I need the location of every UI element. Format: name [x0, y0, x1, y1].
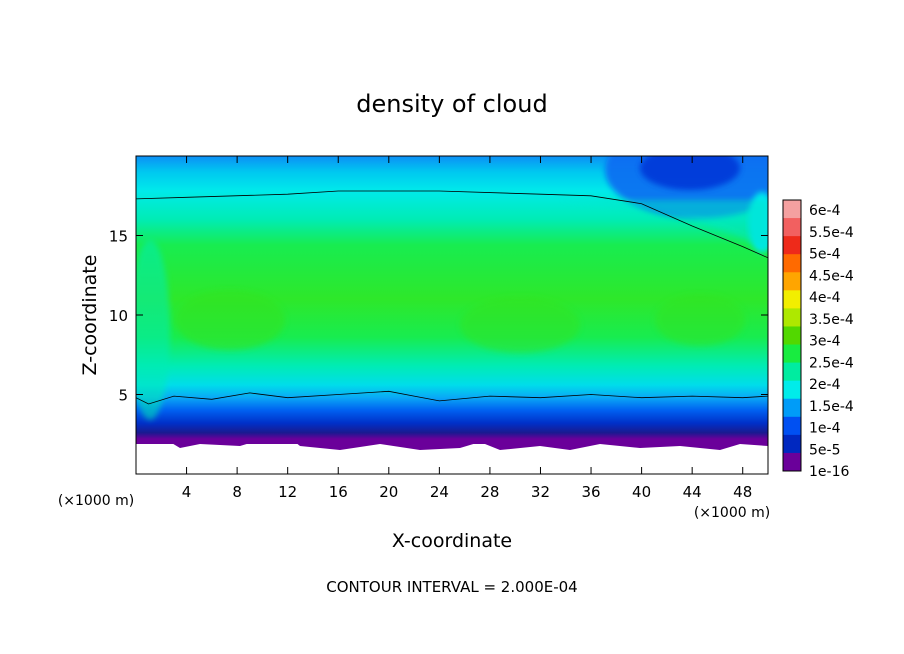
core-patch-right: [655, 294, 745, 346]
colorbar-swatch: [783, 290, 801, 309]
colorbar-label: 4.5e-4: [809, 268, 854, 284]
x-tick-label: 32: [531, 483, 550, 501]
core-patch-middle: [460, 297, 580, 353]
x-axis-label: X-coordinate: [392, 530, 512, 552]
colorbar-label: 4e-4: [809, 290, 841, 306]
plot-area: [136, 156, 768, 474]
y-axis: 5 10 15: [109, 228, 768, 405]
upper-right-core-region: [640, 156, 740, 190]
x-unit-label: (×1000 m): [694, 505, 770, 521]
colorbar-label: 5.5e-4: [809, 225, 854, 241]
colorbar-swatch: [783, 254, 801, 273]
colorbar-label: 3.5e-4: [809, 312, 854, 328]
colorbar-label: 1e-16: [809, 464, 849, 480]
colorbar-swatch: [783, 362, 801, 382]
colorbar-swatch: [783, 452, 801, 472]
core-patch-left: [175, 290, 285, 350]
colorbar-swatch: [783, 344, 801, 364]
colorbar-label: 1.5e-4: [809, 399, 854, 415]
x-axis: 4 8 12 16 20 24 28 32 36 40 44 48: [182, 156, 752, 501]
z-unit-label: (×1000 m): [58, 493, 134, 509]
colorbar-swatch: [783, 200, 801, 219]
colorbar-label: 3e-4: [809, 334, 841, 350]
x-tick-label: 12: [278, 483, 297, 501]
colorbar-label: 5e-5: [809, 442, 840, 458]
colorbar-swatch: [783, 308, 801, 327]
y-axis-label: Z-coordinate: [79, 255, 101, 376]
colorbar-label: 2.5e-4: [809, 355, 854, 371]
contour-line: [136, 390, 768, 405]
colorbar-swatch: [783, 272, 801, 291]
colorbar-frame: [782, 199, 802, 472]
colorbar-swatch: [783, 236, 801, 255]
x-tick-label: 48: [733, 483, 752, 501]
colorbar-label: 5e-4: [809, 247, 841, 263]
colorbar-swatch: [783, 434, 801, 454]
x-tick-label: 24: [430, 483, 449, 501]
y-tick-label: 5: [118, 387, 128, 405]
colorbar-swatch: [783, 380, 801, 400]
contour-interval-note: CONTOUR INTERVAL = 2.000E-04: [326, 578, 577, 596]
x-tick-label: 4: [182, 483, 192, 501]
colorbar-label: 2e-4: [809, 377, 841, 393]
x-tick-label: 20: [379, 483, 398, 501]
colorbar-label: 6e-4: [809, 203, 841, 219]
y-tick-label: 10: [109, 307, 128, 325]
x-tick-label: 44: [683, 483, 702, 501]
x-tick-label: 16: [329, 483, 348, 501]
x-tick-label: 36: [581, 483, 600, 501]
y-tick-label: 15: [109, 228, 128, 246]
colorbar-swatch: [783, 398, 801, 418]
colorbar-label: 1e-4: [809, 421, 841, 437]
chart-title: density of cloud: [356, 90, 547, 118]
contour-line: [136, 190, 768, 259]
left-edge-region: [136, 240, 170, 420]
x-tick-label: 40: [632, 483, 651, 501]
colorbar: 6e-4 5.5e-4 5e-4 4.5e-4 4e-4 3.5e-4 3e-4 2.5e-4…: [782, 199, 854, 480]
contour-lines: [136, 190, 768, 405]
lower-ragged-edge: [136, 438, 768, 450]
x-tick-label: 8: [232, 483, 242, 501]
colorbar-swatch: [783, 416, 801, 436]
colorbar-swatch: [783, 218, 801, 237]
x-tick-label: 28: [480, 483, 499, 501]
upper-right-cyan-wedge: [560, 200, 768, 250]
colorbar-swatch: [783, 326, 801, 346]
